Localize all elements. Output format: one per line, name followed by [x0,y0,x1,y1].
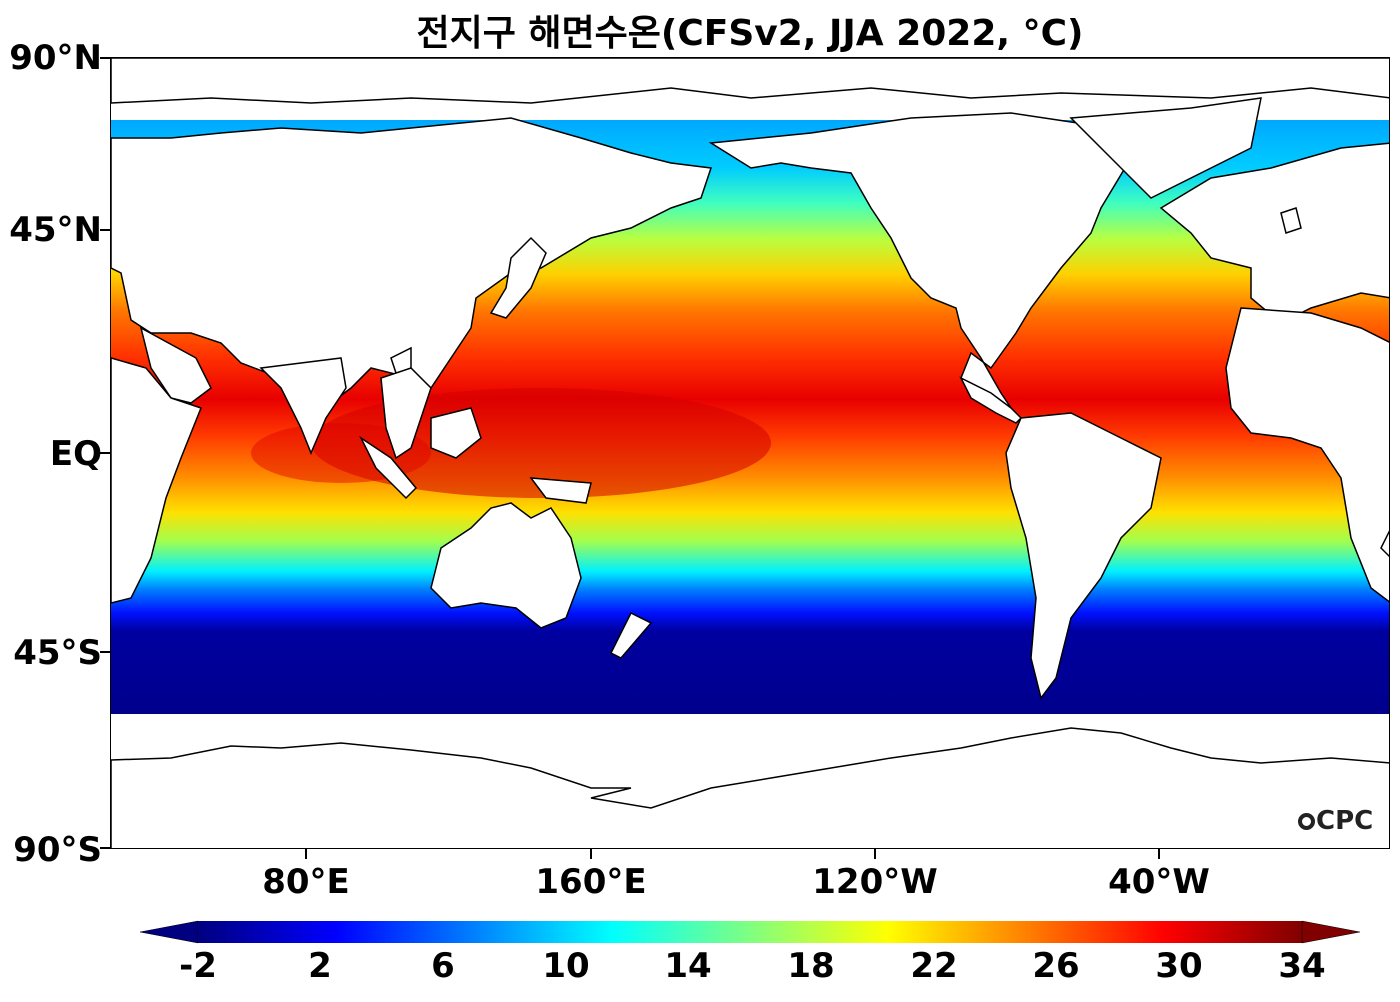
x-label-40w: 40°W [1108,862,1210,902]
colorbar-extend-low [140,920,199,944]
x-tick [874,849,876,859]
y-label-90n: 90°N [9,38,102,78]
colorbar-body [198,921,1302,943]
warm-pool [311,388,771,498]
japan [489,236,547,319]
cpc-logo-ring-icon [1298,813,1315,830]
antarctica [111,727,1389,848]
colorbar-extend-high [1301,920,1360,944]
cpc-logo-text: CPC [1316,806,1374,836]
sumatra [359,435,418,500]
x-label-80e: 80°E [262,862,350,902]
colorbar-label: 22 [910,946,958,986]
x-tick [305,849,307,859]
y-tick [100,651,110,653]
europe [1159,142,1389,324]
borneo [430,407,482,459]
colorbar-label: 18 [787,946,835,986]
y-tick [100,847,110,849]
colorbar-label: 2 [308,946,332,986]
south-america [1005,412,1162,700]
colorbar-label: 34 [1278,946,1326,986]
australia [430,502,582,629]
map-panel [110,57,1390,849]
x-label-160e: 160°E [535,862,647,902]
british-isles [1280,207,1302,234]
new-zealand [609,611,653,659]
asia [111,117,713,419]
colorbar-label: 26 [1032,946,1080,986]
y-tick [100,229,110,231]
southeast-asia [380,367,432,460]
y-label-90s: 90°S [13,830,102,870]
colorbar [140,920,1360,944]
greenland [1069,97,1262,199]
colorbar-label: 6 [431,946,455,986]
x-tick [1158,849,1160,859]
colorbar-label: -2 [179,946,217,986]
y-tick [100,452,110,454]
madagascar [1380,530,1389,558]
map-title: 전지구 해면수온(CFSv2, JJA 2022, °C) [416,13,1084,54]
sst-map [111,58,1389,848]
new-guinea [529,477,592,504]
land-masses [111,58,1389,848]
y-label-eq: EQ [49,434,102,474]
x-tick [590,849,592,859]
central-america [959,376,1023,424]
y-label-45n: 45°N [9,210,102,250]
colorbar-label: 14 [664,946,712,986]
x-label-120w: 120°W [812,862,938,902]
y-label-45s: 45°S [13,633,102,673]
arabia [139,326,212,404]
colorbar-label: 30 [1155,946,1203,986]
cpc-logo: CPC [1298,806,1373,836]
india [259,357,347,455]
arctic-land [111,58,1389,104]
colorbar-label: 10 [542,946,590,986]
y-tick [100,57,110,59]
africa [111,357,202,604]
west-africa [1225,307,1389,603]
